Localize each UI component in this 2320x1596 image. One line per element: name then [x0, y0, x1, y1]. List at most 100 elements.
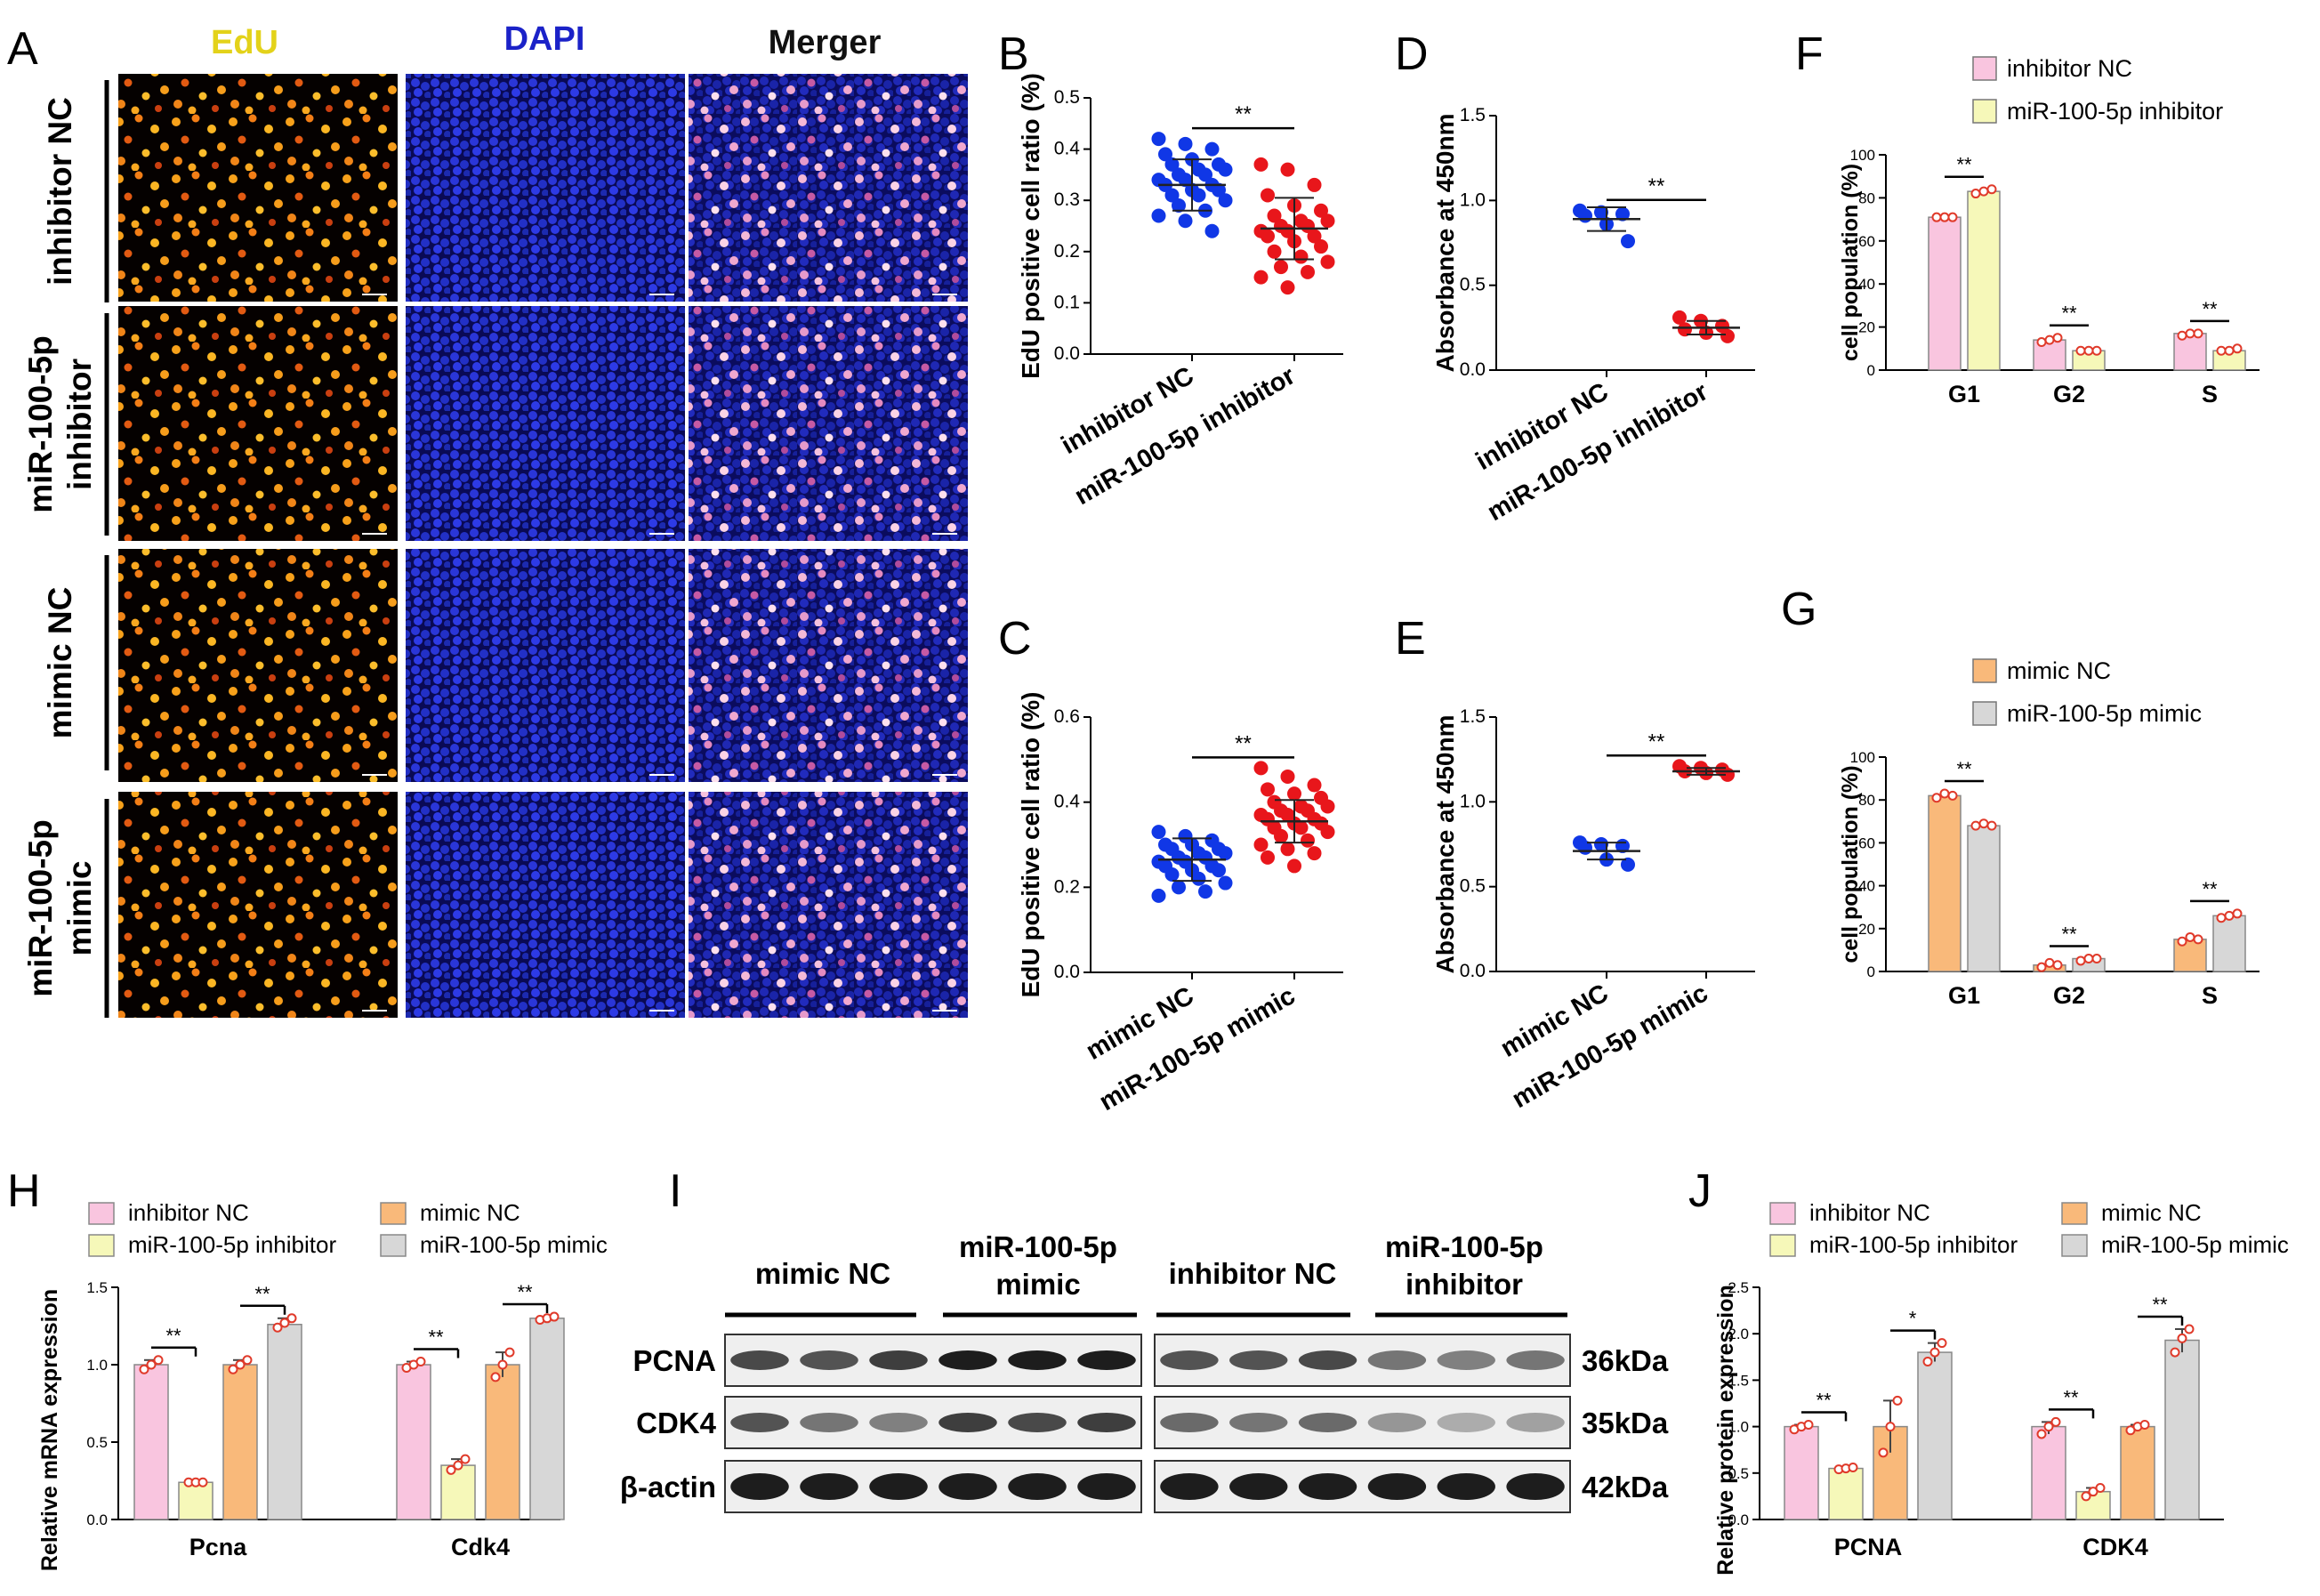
data-point: [1280, 769, 1295, 784]
blot-group-label-2: miR-100-5p: [959, 1230, 1117, 1263]
significance-label: **: [165, 1325, 181, 1347]
blot-group-label-4: miR-100-5p: [1385, 1230, 1543, 1263]
bar-point: [2193, 328, 2203, 339]
significance-label: **: [2202, 878, 2218, 900]
bar-point: [1939, 212, 1950, 222]
bar-point: [1922, 1357, 1933, 1367]
legend-swatch: [88, 1234, 115, 1257]
blot-group-label-1: mimic NC: [755, 1257, 890, 1290]
y-tick-label: 60: [1858, 834, 1875, 851]
blot-band: [800, 1350, 858, 1370]
blot-membrane: [724, 1396, 1142, 1449]
significance-label: **: [1648, 729, 1665, 754]
y-tick-label: 0.4: [1054, 792, 1081, 812]
bar-point: [490, 1372, 501, 1382]
y-tick-label: 1.5: [1460, 706, 1486, 727]
blot-band: [1077, 1413, 1136, 1432]
x-tick-label: S: [2202, 982, 2218, 1009]
y-axis-label: Absorbance at 450nm: [1431, 715, 1459, 974]
row-label-line: mimic: [61, 861, 98, 956]
bar: [2212, 915, 2246, 972]
significance-label: **: [428, 1326, 444, 1349]
data-point: [1280, 842, 1295, 857]
significance-label: **: [2061, 923, 2077, 946]
data-point: [1253, 270, 1269, 285]
blot-band: [938, 1473, 997, 1500]
legend-label: inhibitor NC: [128, 1199, 249, 1226]
y-axis-label: cell population (%): [1838, 765, 1863, 963]
row-label-2: miR-100-5pinhibitor: [22, 335, 98, 512]
legend-label: mimic NC: [2101, 1199, 2202, 1226]
y-tick-label: 40: [1858, 878, 1875, 895]
data-point: [1158, 147, 1172, 162]
bar-point: [2139, 1420, 2150, 1431]
bar-point: [2083, 345, 2094, 356]
data-point: [1212, 182, 1226, 197]
bar-point: [139, 1364, 149, 1374]
bar-point: [2177, 936, 2187, 947]
bar-point: [2075, 955, 2086, 966]
micrograph-dapi-row-3: [406, 549, 685, 782]
size-label-1: 36kDa: [1582, 1344, 1669, 1377]
y-tick-label: 0.0: [1460, 359, 1486, 380]
data-point: [1172, 880, 1186, 895]
bar-point: [2170, 1347, 2180, 1358]
blot-band: [1367, 1413, 1427, 1432]
y-tick-label: 1.5: [1460, 105, 1486, 125]
panel-letter-e: E: [1395, 613, 1426, 665]
bar-point: [1970, 820, 1981, 831]
bar-point: [1848, 1463, 1858, 1473]
y-axis-label: EdU positive cell ratio (%): [1017, 692, 1044, 998]
legend-swatch: [1972, 56, 1997, 81]
micrograph-dapi-row-1: [406, 74, 685, 302]
micrograph-dapi-row-2: [406, 306, 685, 541]
bar-point: [446, 1464, 456, 1475]
blot-band: [1160, 1413, 1219, 1432]
blot-band: [1506, 1473, 1565, 1500]
y-tick-label: 100: [1850, 749, 1875, 766]
y-tick-label: 1.0: [1728, 1419, 1749, 1436]
y-tick-label: 100: [1850, 147, 1875, 164]
bar-point: [2216, 913, 2227, 923]
x-tick-label: CDK4: [2082, 1534, 2148, 1560]
x-tick-label: Pcna: [189, 1534, 248, 1560]
bar-point: [2177, 1333, 2187, 1343]
blot-band: [1298, 1413, 1357, 1432]
bar-point: [2044, 335, 2055, 345]
bar-point: [228, 1364, 238, 1374]
col-header-merger: Merger: [769, 24, 882, 61]
significance-label: **: [1648, 174, 1665, 198]
bar-point: [2185, 328, 2195, 339]
bar: [1928, 216, 1962, 371]
x-tick-label: Cdk4: [451, 1534, 510, 1560]
y-tick-label: 0.0: [1054, 343, 1080, 364]
data-point: [1301, 264, 1315, 279]
data-point: [1151, 888, 1166, 903]
blot-group-label-3: inhibitor NC: [1169, 1257, 1337, 1290]
x-tick-label: G1: [1948, 381, 1980, 407]
y-axis-label: Absorbance at 450nm: [1431, 114, 1459, 373]
significance-label: **: [254, 1283, 270, 1305]
col-header-dapi: DAPI: [504, 20, 585, 58]
row-label-4: miR-100-5pmimic: [22, 819, 98, 996]
bar-point: [2185, 931, 2195, 942]
bar: [1967, 190, 2001, 371]
bar-point: [1803, 1420, 1814, 1431]
x-tick-label: miR-100-5p mimic: [1095, 981, 1301, 1116]
chart-b: 0.0 0.1 0.2 0.3 0.4 0.5 EdU positive cell rati…: [1017, 73, 1343, 511]
data-point: [1280, 280, 1295, 295]
significance-label: **: [2063, 1386, 2079, 1408]
bar-point: [1885, 1422, 1896, 1432]
data-point: [1672, 310, 1687, 325]
significance-label: **: [1235, 102, 1252, 126]
bar-point: [2052, 333, 2063, 343]
bar-point: [2036, 337, 2047, 348]
y-tick-label: 0.0: [1728, 1511, 1749, 1528]
legend-label: mimic NC: [2007, 657, 2111, 684]
y-axis-label: EdU positive cell ratio (%): [1017, 73, 1044, 379]
bar-point: [1947, 212, 1958, 222]
legend-label: inhibitor NC: [2007, 55, 2132, 82]
data-point: [1204, 141, 1220, 157]
data-point: [1261, 188, 1275, 203]
